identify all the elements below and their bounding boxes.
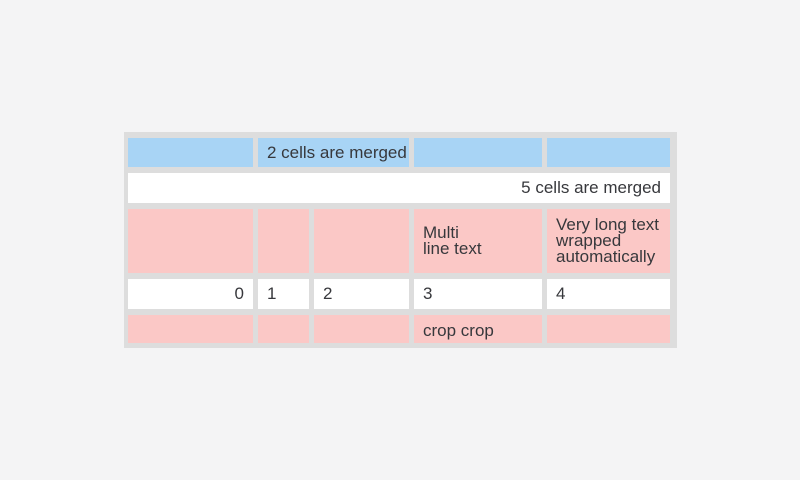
table-cell-r1c0-merged[interactable]: 5 cells are merged <box>128 173 670 203</box>
table-cell-r3c3[interactable]: 3 <box>414 279 542 309</box>
table-cell-r2c4[interactable]: Very long text wrapped automatically <box>547 209 670 273</box>
table-cell-r0c1-merged[interactable]: 2 cells are merged <box>258 138 409 167</box>
table-widget[interactable]: 2 cells are merged 5 cells are merged Mu… <box>124 132 677 348</box>
table-cell-r4c0[interactable] <box>128 315 253 343</box>
table-cell-r2c0[interactable] <box>128 209 253 273</box>
table-cell-r3c2[interactable]: 2 <box>314 279 409 309</box>
table-cell-r4c1[interactable] <box>258 315 309 343</box>
table-row-0: 2 cells are merged <box>128 138 670 167</box>
table-cell-r2c1[interactable] <box>258 209 309 273</box>
table-clip-area: 2 cells are merged 5 cells are merged Mu… <box>128 138 670 343</box>
table-cell-r0c3[interactable] <box>414 138 542 167</box>
table-cell-r0c4[interactable] <box>547 138 670 167</box>
table-cell-r2c3[interactable]: Multi line text <box>414 209 542 273</box>
table-cell-r3c1[interactable]: 1 <box>258 279 309 309</box>
table-row-3: 0 1 2 3 4 <box>128 279 670 309</box>
table-row-4: crop crop crop crop <box>128 315 670 343</box>
table-cell-r0c0[interactable] <box>128 138 253 167</box>
table-row-2: Multi line text Very long text wrapped a… <box>128 209 670 273</box>
table-cell-r4c4[interactable] <box>547 315 670 343</box>
table-cell-r4c3[interactable]: crop crop crop crop <box>414 315 542 343</box>
table-cell-r3c0[interactable]: 0 <box>128 279 253 309</box>
table-cell-r2c2[interactable] <box>314 209 409 273</box>
table-cell-r3c4[interactable]: 4 <box>547 279 670 309</box>
table-cell-r4c2[interactable] <box>314 315 409 343</box>
table-row-1: 5 cells are merged <box>128 173 670 203</box>
